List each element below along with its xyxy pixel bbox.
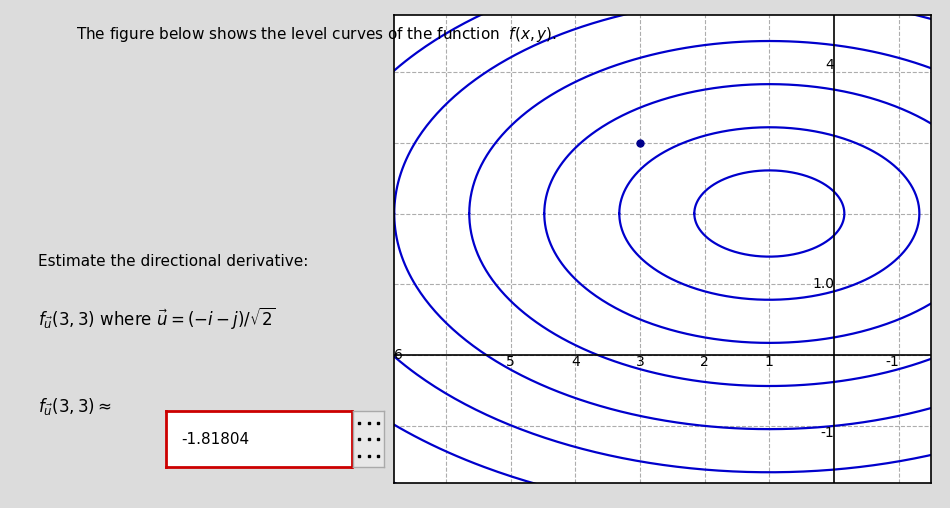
Text: 1: 1 [765, 355, 773, 369]
Text: 4: 4 [826, 58, 834, 72]
Text: The figure below shows the level curves of the function  $f(x, y)$.: The figure below shows the level curves … [76, 25, 557, 44]
Text: $f_{\vec{u}}(3, 3)$ where $\vec{u} = (-i - j)/\sqrt{2}$: $f_{\vec{u}}(3, 3)$ where $\vec{u} = (-i… [38, 305, 276, 331]
Text: -1: -1 [884, 355, 899, 369]
Text: -1: -1 [820, 426, 834, 440]
Text: -1.81804: -1.81804 [181, 432, 249, 447]
Text: 3: 3 [636, 355, 644, 369]
Text: 5: 5 [506, 355, 515, 369]
Text: 6: 6 [394, 348, 403, 362]
Text: $f_{\vec{u}}(3, 3) \approx$: $f_{\vec{u}}(3, 3) \approx$ [38, 396, 112, 417]
Text: Estimate the directional derivative:: Estimate the directional derivative: [38, 254, 309, 269]
Text: 1.0: 1.0 [812, 277, 834, 291]
Text: 2: 2 [700, 355, 709, 369]
Text: 4: 4 [571, 355, 579, 369]
